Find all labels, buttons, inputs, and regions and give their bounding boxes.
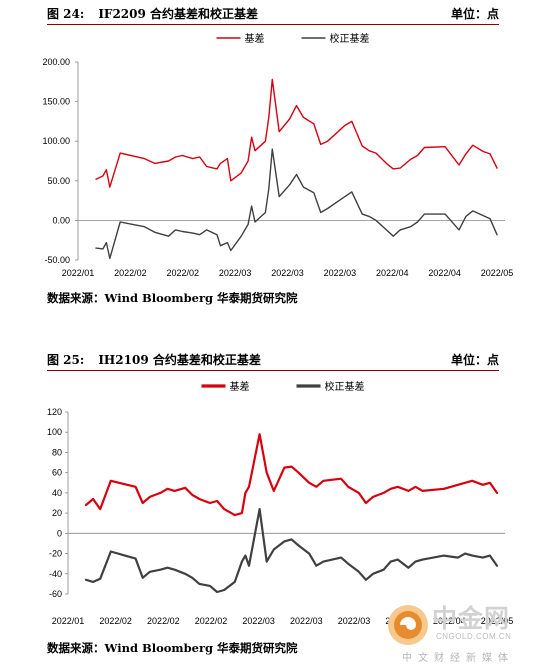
y-tick-label: 100.00 [42, 136, 70, 146]
y-tick-label: 80 [52, 447, 62, 457]
figure-25-number: 图 25: [47, 353, 85, 367]
figure-25-unit: 单位：点 [450, 353, 499, 367]
figure-24-number: 图 24: [47, 7, 85, 21]
figure-24-source: 数据来源：Wind Bloomberg 华泰期货研究院 [47, 291, 298, 305]
y-tick-label: 200.00 [42, 57, 70, 67]
y-tick-label: 60 [52, 468, 62, 478]
x-tick-label: 2022/05 [481, 616, 514, 626]
x-tick-label: 2022/03 [290, 616, 323, 626]
x-tick-label: 2022/02 [114, 268, 147, 278]
x-tick-label: 2022/05 [481, 268, 514, 278]
x-tick-label: 2022/03 [338, 616, 371, 626]
y-tick-label: 0.00 [52, 215, 70, 225]
x-tick-label: 2022/03 [219, 268, 252, 278]
y-tick-label: 50.00 [47, 176, 70, 186]
x-tick-label: 2022/01 [52, 616, 85, 626]
series-line-adjusted-basis [84, 508, 499, 594]
x-tick-label: 2022/03 [324, 268, 357, 278]
watermark-tagline: 中文财经新媒体 [402, 653, 514, 664]
x-tick-label: 2022/04 [376, 268, 409, 278]
watermark-url: CNGOLD.COM.CN [436, 632, 512, 641]
y-tick-label: 120 [47, 407, 62, 417]
figure-25-source: 数据来源：Wind Bloomberg 华泰期货研究院 [47, 641, 298, 655]
figure-24-unit: 单位：点 [450, 7, 499, 21]
figure-25-header: 图 25: IH2109 合约基差和校正基差 单位：点 [47, 348, 499, 371]
series-line-basis [95, 78, 498, 188]
x-tick-label: 2022/01 [62, 268, 95, 278]
series-line-adjusted-basis [95, 148, 498, 260]
y-tick-label: 150.00 [42, 97, 70, 107]
series-line-basis [84, 433, 499, 517]
figure-25-title: IH2109 合约基差和校正基差 [98, 353, 261, 367]
ih2109-basis-chart: 基差 校正基差 120 100 80 60 40 20 0 -20 -40 -60 2022/01 202… [47, 380, 514, 626]
figure-24-header: 图 24: IF2209 合约基差和校正基差 单位：点 [47, 2, 499, 25]
x-tick-label: 2022/02 [195, 616, 228, 626]
x-tick-label: 2022/04 [428, 268, 461, 278]
figure-24-title: IF2209 合约基差和校正基差 [98, 7, 259, 21]
y-tick-label: -20 [49, 549, 62, 559]
x-tick-label: 2022/03 [242, 616, 275, 626]
if2209-basis-chart: 基差 校正基差 200.00 150.00 100.00 50.00 0.00 -50.00 2… [42, 32, 514, 278]
cngold-logo-icon [388, 605, 428, 645]
y-tick-label: -60 [49, 589, 62, 599]
x-tick-label: 2022/02 [147, 616, 180, 626]
y-tick-label: -40 [49, 569, 62, 579]
x-tick-label: 2022/04 [433, 616, 466, 626]
legend-label-adjusted-basis: 校正基差 [330, 32, 370, 45]
y-tick-label: -50.00 [44, 255, 70, 265]
y-tick-label: 100 [47, 427, 62, 437]
legend-label-basis: 基差 [245, 32, 265, 45]
watermark-name: 中金网 [432, 604, 511, 633]
y-tick-label: 20 [52, 508, 62, 518]
legend-label-adjusted-basis: 校正基差 [325, 380, 365, 393]
x-tick-label: 2022/02 [99, 616, 132, 626]
y-tick-label: 40 [52, 488, 62, 498]
legend-label-basis: 基差 [230, 380, 250, 393]
y-tick-label: 0 [57, 528, 62, 538]
x-tick-label: 2022/03 [271, 268, 304, 278]
x-tick-label: 2022/02 [166, 268, 199, 278]
cngold-watermark: 中金网 CNGOLD.COM.CN 中文财经新媒体 [386, 597, 536, 667]
